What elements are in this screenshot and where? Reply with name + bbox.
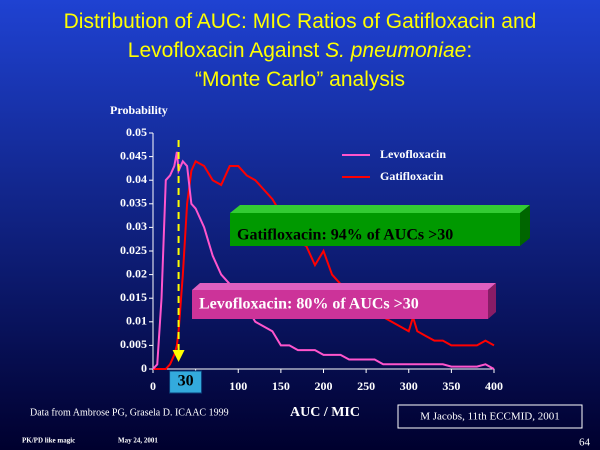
x-axis-label: AUC / MIC bbox=[290, 405, 360, 420]
title-line: Levofloxacin Against S. pneumoniae: bbox=[128, 39, 472, 62]
title-part: “Monte Carlo” analysis bbox=[195, 68, 405, 91]
credit: M Jacobs, 11th ECCMID, 2001 bbox=[420, 411, 560, 423]
x-tick-label: 0 bbox=[150, 379, 156, 393]
title-line: Distribution of AUC: MIC Ratios of Gatif… bbox=[64, 10, 537, 33]
footer-left: PK/PD like magic bbox=[22, 437, 75, 445]
threshold-arrow bbox=[172, 350, 185, 362]
y-tick-label: 0.01 bbox=[126, 314, 147, 328]
gatifloxacin-callout: Gatifloxacin: 94% of AUCs >30 bbox=[230, 205, 530, 246]
y-axis-label: Probability bbox=[110, 103, 168, 117]
page-number: 64 bbox=[579, 437, 591, 449]
threshold-label: 30 bbox=[178, 373, 194, 390]
y-tick-label: 0.025 bbox=[120, 243, 147, 257]
y-tick-label: 0 bbox=[141, 361, 147, 375]
title-part: Distribution of AUC: MIC Ratios of Gatif… bbox=[64, 10, 537, 33]
footer-date: May 24, 2001 bbox=[118, 437, 158, 445]
x-tick-label: 250 bbox=[357, 379, 375, 393]
x-tick-label: 300 bbox=[400, 379, 418, 393]
series-line bbox=[152, 151, 495, 370]
x-tick-label: 400 bbox=[485, 379, 503, 393]
x-tick-label: 100 bbox=[229, 379, 247, 393]
x-tick-label: 350 bbox=[442, 379, 460, 393]
x-tick-label: 200 bbox=[315, 379, 333, 393]
legend-label: Gatifloxacin bbox=[380, 169, 444, 183]
y-tick-label: 0.005 bbox=[120, 337, 147, 351]
annotation: Levofloxacin: 80% of AUCs >30 bbox=[199, 296, 419, 313]
levofloxacin-callout: Levofloxacin: 80% of AUCs >30 bbox=[192, 283, 496, 319]
y-tick-label: 0.05 bbox=[126, 125, 147, 139]
threshold-box bbox=[169, 370, 203, 394]
y-tick-label: 0.04 bbox=[126, 172, 147, 186]
x-tick-label: 150 bbox=[272, 379, 290, 393]
y-tick-label: 0.045 bbox=[120, 148, 147, 162]
annotation: Gatifloxacin: 94% of AUCs >30 bbox=[237, 227, 453, 244]
legend-label: Levofloxacin bbox=[380, 147, 446, 161]
title-line: “Monte Carlo” analysis bbox=[195, 68, 405, 91]
title: Distribution of AUC: MIC Ratios of Gatif… bbox=[64, 10, 537, 91]
source-note: Data from Ambrose PG, Grasela D. ICAAC 1… bbox=[30, 407, 229, 418]
y-tick-label: 0.035 bbox=[120, 196, 147, 210]
title-part: Levofloxacin Against bbox=[128, 39, 325, 62]
y-tick-label: 0.02 bbox=[126, 266, 147, 280]
credit-box bbox=[397, 404, 583, 429]
title-part: S. pneumoniae bbox=[325, 39, 466, 62]
title-part: : bbox=[466, 39, 472, 62]
y-tick-label: 0.03 bbox=[126, 219, 147, 233]
y-tick-label: 0.015 bbox=[120, 290, 147, 304]
